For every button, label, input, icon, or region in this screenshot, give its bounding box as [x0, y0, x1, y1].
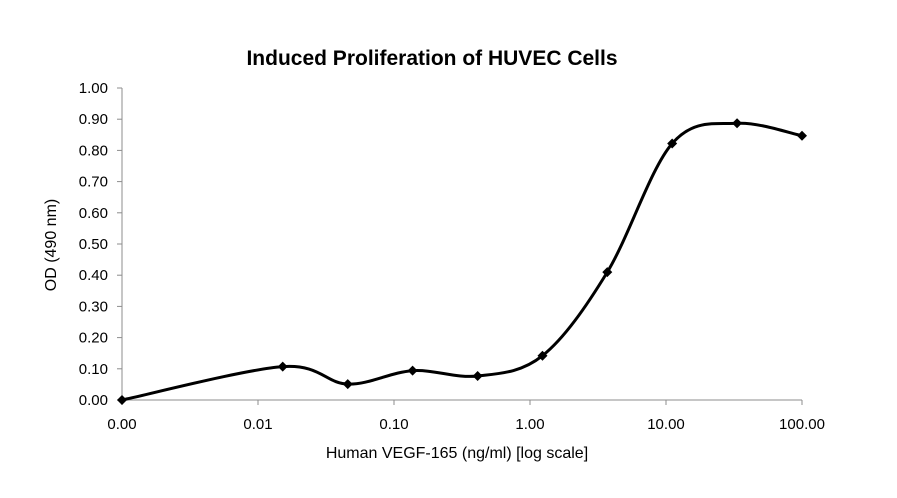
y-tick-label: 0.10 [79, 361, 108, 378]
chart-title: Induced Proliferation of HUVEC Cells [246, 47, 617, 70]
data-point-marker [667, 138, 678, 149]
y-axis-ticks: 0.00 0.10 0.20 0.30 0.40 0.50 0.60 0.70 0.80 0.90… [79, 80, 122, 409]
y-tick-label: 0.50 [79, 236, 108, 253]
y-tick-label: 0.40 [79, 267, 108, 284]
y-tick-label: 1.00 [79, 80, 108, 97]
y-tick-label: 0.00 [79, 392, 108, 409]
data-point-marker [472, 370, 483, 381]
series-line [120, 121, 804, 402]
data-point-marker [732, 118, 743, 129]
x-tick-label: 0.10 [379, 416, 408, 433]
data-point-marker [537, 350, 548, 361]
y-tick-label: 0.90 [79, 111, 108, 128]
data-point-marker [407, 365, 418, 376]
y-tick-label: 0.20 [79, 330, 108, 347]
y-tick-label: 0.80 [79, 142, 108, 159]
x-axis-ticks: 0.00 0.01 0.10 1.00 10.00 100.00 [107, 400, 825, 433]
y-tick-label: 0.30 [79, 298, 108, 315]
data-point-marker [797, 130, 807, 141]
y-axis-label: OD (490 nm) [43, 199, 60, 291]
data-point-marker [117, 395, 127, 405]
data-markers [117, 118, 807, 405]
x-tick-label: 100.00 [779, 416, 825, 433]
x-tick-label: 10.00 [647, 416, 685, 433]
data-point-marker [277, 361, 288, 372]
y-tick-label: 0.60 [79, 205, 108, 222]
x-tick-label: 0.00 [107, 416, 136, 433]
y-tick-label: 0.70 [79, 174, 108, 191]
x-tick-label: 1.00 [515, 416, 544, 433]
data-point-marker [342, 379, 353, 390]
data-point-marker [602, 267, 613, 278]
x-axis-label: Human VEGF-165 (ng/ml) [log scale] [326, 445, 588, 462]
x-tick-label: 0.01 [243, 416, 272, 433]
